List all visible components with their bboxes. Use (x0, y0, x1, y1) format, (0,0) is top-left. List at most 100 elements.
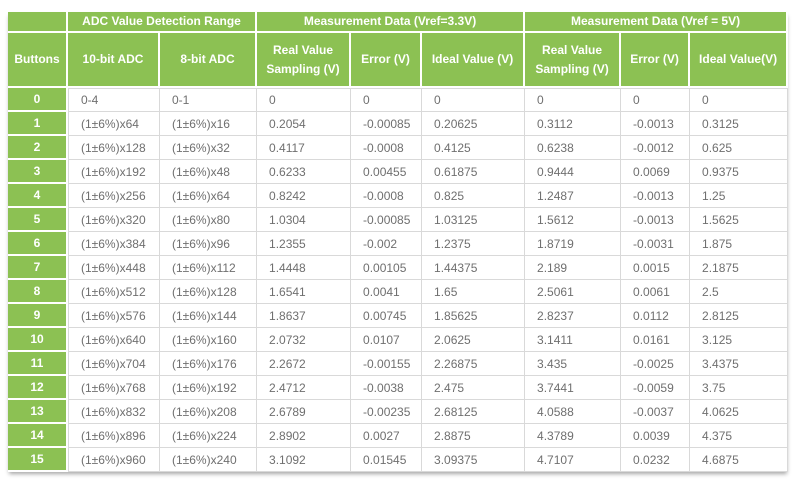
row-button-label: 8 (8, 280, 68, 304)
group-header-row: ADC Value Detection Range Measurement Da… (8, 12, 789, 33)
data-cell: 1.8719 (525, 232, 622, 256)
data-cell: 2.475 (422, 376, 526, 400)
group-header-adc-range: ADC Value Detection Range (68, 12, 258, 33)
data-cell: (1±6%)x832 (68, 400, 160, 424)
data-cell: (1±6%)x256 (68, 184, 160, 208)
data-cell: 0.00105 (351, 256, 423, 280)
data-cell: 2.4712 (257, 376, 352, 400)
data-cell: (1±6%)x16 (160, 112, 258, 136)
data-cell: 0.0069 (621, 160, 691, 184)
data-cell: 4.6875 (690, 448, 789, 472)
data-cell: -0.0025 (621, 352, 691, 376)
data-cell: 2.189 (525, 256, 622, 280)
data-cell: 1.85625 (422, 304, 526, 328)
data-cell: 0.0061 (621, 280, 691, 304)
table-row: 14 (1±6%)x896 (1±6%)x224 2.8902 0.0027 2.8875… (8, 424, 789, 448)
data-cell: 0.4117 (257, 136, 352, 160)
data-cell: 1.5612 (525, 208, 622, 232)
data-cell: (1±6%)x960 (68, 448, 160, 472)
data-cell: (1±6%)x32 (160, 136, 258, 160)
data-cell: (1±6%)x768 (68, 376, 160, 400)
data-cell: 0.0041 (351, 280, 423, 304)
table-header: ADC Value Detection Range Measurement Da… (8, 12, 789, 88)
data-cell: (1±6%)x576 (68, 304, 160, 328)
data-cell: (1±6%)x448 (68, 256, 160, 280)
data-cell: (1±6%)x128 (68, 136, 160, 160)
col-header-real-value-3v3: Real Value Sampling (V) (257, 33, 352, 88)
data-cell: 0.3112 (525, 112, 622, 136)
data-cell: -0.0038 (351, 376, 423, 400)
data-cell: -0.0008 (351, 184, 423, 208)
data-cell: 0.625 (690, 136, 789, 160)
data-cell: 0.2054 (257, 112, 352, 136)
data-cell: 0 (690, 88, 789, 112)
adc-measurement-table: ADC Value Detection Range Measurement Da… (8, 12, 789, 472)
col-header-real-value-5v: Real Value Sampling (V) (525, 33, 622, 88)
data-cell: 3.435 (525, 352, 622, 376)
data-cell: (1±6%)x640 (68, 328, 160, 352)
data-cell: (1±6%)x64 (160, 184, 258, 208)
data-cell: -0.0012 (621, 136, 691, 160)
data-cell: (1±6%)x512 (68, 280, 160, 304)
col-header-error-3v3: Error (V) (351, 33, 423, 88)
data-cell: (1±6%)x80 (160, 208, 258, 232)
data-cell: 0-1 (160, 88, 258, 112)
table-row: 2 (1±6%)x128 (1±6%)x32 0.4117 -0.0008 0.4125 0… (8, 136, 789, 160)
data-cell: 2.8237 (525, 304, 622, 328)
data-cell: 0 (351, 88, 423, 112)
data-cell: 3.1411 (525, 328, 622, 352)
data-cell: 0.00745 (351, 304, 423, 328)
data-cell: (1±6%)x208 (160, 400, 258, 424)
data-cell: 2.26875 (422, 352, 526, 376)
data-cell: -0.0013 (621, 208, 691, 232)
row-button-label: 5 (8, 208, 68, 232)
row-button-label: 13 (8, 400, 68, 424)
data-cell: 0.61875 (422, 160, 526, 184)
data-cell: 0.0232 (621, 448, 691, 472)
data-cell: -0.0059 (621, 376, 691, 400)
data-cell: 0.9444 (525, 160, 622, 184)
table-row: 5 (1±6%)x320 (1±6%)x80 1.0304 -0.00085 1.0312… (8, 208, 789, 232)
data-cell: 1.2375 (422, 232, 526, 256)
data-cell: 0.3125 (690, 112, 789, 136)
table-row: 3 (1±6%)x192 (1±6%)x48 0.6233 0.00455 0.61875… (8, 160, 789, 184)
data-cell: 2.5 (690, 280, 789, 304)
row-button-label: 4 (8, 184, 68, 208)
column-header-row: Buttons 10-bit ADC 8-bit ADC Real Value … (8, 33, 789, 88)
data-cell: 1.4448 (257, 256, 352, 280)
row-button-label: 10 (8, 328, 68, 352)
table-body: 0 0-4 0-1 0 0 0 0 0 0 1 (1±6%)x64 (1±6%)x16 0.2054 -0… (8, 88, 789, 472)
data-cell: (1±6%)x320 (68, 208, 160, 232)
data-cell: -0.0013 (621, 112, 691, 136)
row-button-label: 6 (8, 232, 68, 256)
data-cell: 0.6233 (257, 160, 352, 184)
data-cell: 0.0039 (621, 424, 691, 448)
data-cell: (1±6%)x240 (160, 448, 258, 472)
data-cell: 0 (257, 88, 352, 112)
data-cell: 2.1875 (690, 256, 789, 280)
data-cell: 4.0588 (525, 400, 622, 424)
data-cell: 2.6789 (257, 400, 352, 424)
data-cell: (1±6%)x192 (68, 160, 160, 184)
data-cell: 4.0625 (690, 400, 789, 424)
data-cell: 2.0625 (422, 328, 526, 352)
data-cell: 2.8875 (422, 424, 526, 448)
data-cell: 0.00455 (351, 160, 423, 184)
data-cell: 0 (525, 88, 622, 112)
data-cell: 2.68125 (422, 400, 526, 424)
data-cell: 0.0015 (621, 256, 691, 280)
data-cell: -0.0013 (621, 184, 691, 208)
table-row: 8 (1±6%)x512 (1±6%)x128 1.6541 0.0041 1.65 2.5… (8, 280, 789, 304)
row-button-label: 15 (8, 448, 68, 472)
data-cell: 1.2487 (525, 184, 622, 208)
data-cell: 3.09375 (422, 448, 526, 472)
data-cell: (1±6%)x704 (68, 352, 160, 376)
data-cell: 1.44375 (422, 256, 526, 280)
data-cell: 4.7107 (525, 448, 622, 472)
data-cell: (1±6%)x224 (160, 424, 258, 448)
row-button-label: 7 (8, 256, 68, 280)
data-cell: 0-4 (68, 88, 160, 112)
data-cell: (1±6%)x64 (68, 112, 160, 136)
data-cell: 4.3789 (525, 424, 622, 448)
data-cell: (1±6%)x896 (68, 424, 160, 448)
